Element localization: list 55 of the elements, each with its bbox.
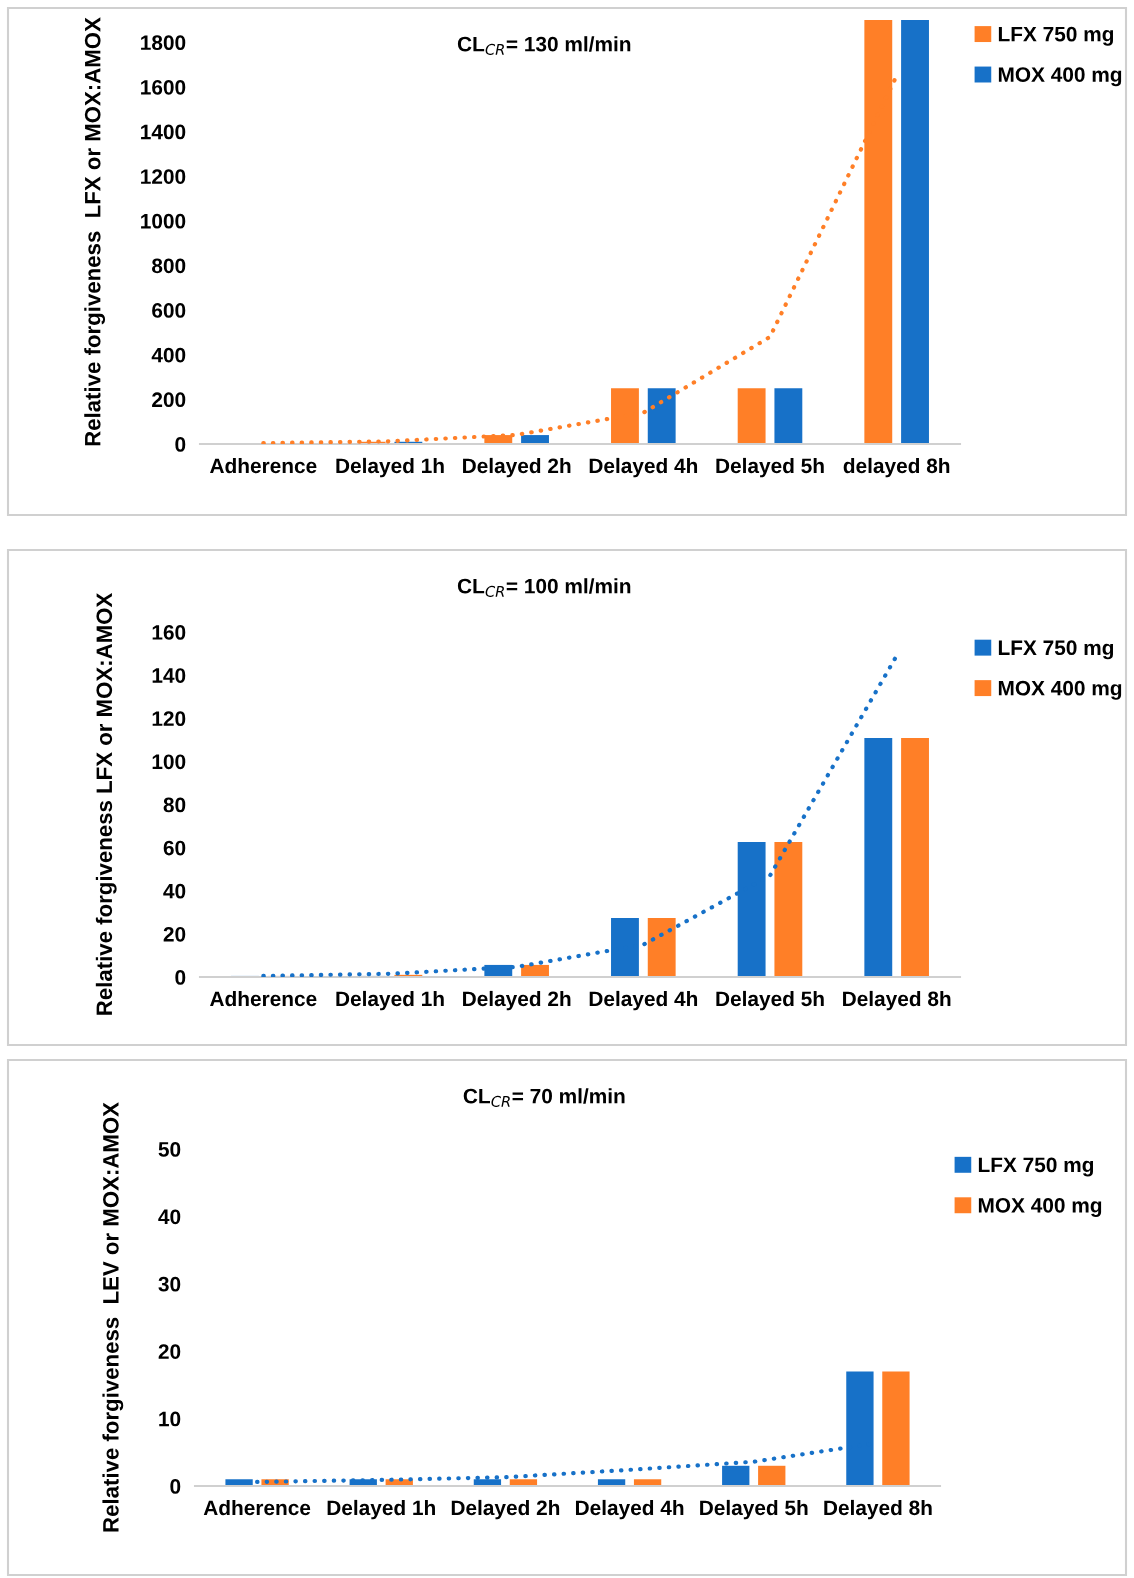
y-tick-label: 40 <box>163 883 186 899</box>
y-tick-label: 0 <box>175 437 186 452</box>
x-tick-label: Delayed 8h <box>824 1499 932 1520</box>
legend-label: MOX 400 mg <box>998 680 1122 700</box>
x-tick-label: Delayed 4h <box>589 457 698 478</box>
y-tick-label: 60 <box>163 840 186 856</box>
y-tick-label: 20 <box>163 926 186 942</box>
y-tick-label: 30 <box>158 1276 181 1292</box>
x-tick-label: Adherence <box>210 990 317 1007</box>
y-tick-label: 200 <box>152 392 186 408</box>
y-axis-title: Relative forgiveness LFX or MOX:AMOX <box>84 17 106 446</box>
chart-title: CL$_{CR}$= 100 ml/min <box>457 578 631 597</box>
x-tick-label: Delayed 1h <box>327 1499 435 1520</box>
y-tick-label: 1000 <box>141 213 186 229</box>
legend-label: MOX 400 mg <box>998 67 1122 87</box>
y-tick-label: 40 <box>158 1209 181 1225</box>
x-tick-label: Delayed 8h <box>843 990 951 1011</box>
x-tick-label: Delayed 2h <box>463 990 571 1011</box>
y-tick-label: 1200 <box>141 169 186 184</box>
x-tick-label: Delayed 1h <box>336 990 444 1011</box>
legend-label: LFX 750 mg <box>998 640 1114 660</box>
y-tick-label: 0 <box>175 970 186 985</box>
x-tick-label: Adherence <box>203 1499 311 1516</box>
legend-label: LFX 750 mg <box>998 26 1114 46</box>
y-tick-label: 1800 <box>141 35 186 51</box>
y-tick-label: 100 <box>152 754 186 770</box>
x-tick-label: Delayed 5h <box>700 1499 808 1520</box>
x-tick-label: Delayed 1h <box>336 457 444 478</box>
y-axis-title: Relative forgiveness LFX or MOX:AMOX <box>95 592 117 1015</box>
x-tick-label: Delayed 4h <box>575 1499 684 1520</box>
y-tick-label: 20 <box>158 1344 181 1359</box>
y-tick-label: 0 <box>170 1479 181 1494</box>
y-tick-label: 80 <box>163 797 186 813</box>
x-tick-label: Delayed 5h <box>716 457 824 478</box>
y-tick-label: 400 <box>151 347 186 363</box>
chart-title: CL$_{CR}$= 70 ml/min <box>463 1088 625 1107</box>
y-tick-label: 10 <box>159 1411 181 1427</box>
y-tick-label: 600 <box>152 303 186 318</box>
y-tick-label: 120 <box>152 711 186 726</box>
legend-label: MOX 400 mg <box>978 1197 1102 1217</box>
x-tick-label: Delayed 4h <box>589 990 698 1011</box>
x-tick-label: Delayed 5h <box>716 990 824 1011</box>
x-tick-label: Delayed 2h <box>451 1499 560 1520</box>
x-tick-label: Adherence <box>210 457 317 474</box>
y-axis-title: Relative forgiveness LEV or MOX:AMOX <box>102 1102 124 1532</box>
y-tick-label: 1400 <box>141 124 186 140</box>
x-tick-label: Delayed 2h <box>463 457 571 478</box>
text: CL$_{CR}$= 130 ml/min <box>457 36 631 55</box>
legend-label: LFX 750 mg <box>978 1157 1094 1177</box>
y-tick-label: 160 <box>152 625 186 640</box>
y-tick-label: 50 <box>158 1142 181 1157</box>
x-tick-label: delayed 8h <box>843 457 950 478</box>
y-tick-label: 140 <box>152 668 186 683</box>
y-tick-label: 1600 <box>141 79 186 95</box>
y-tick-label: 800 <box>152 258 186 274</box>
